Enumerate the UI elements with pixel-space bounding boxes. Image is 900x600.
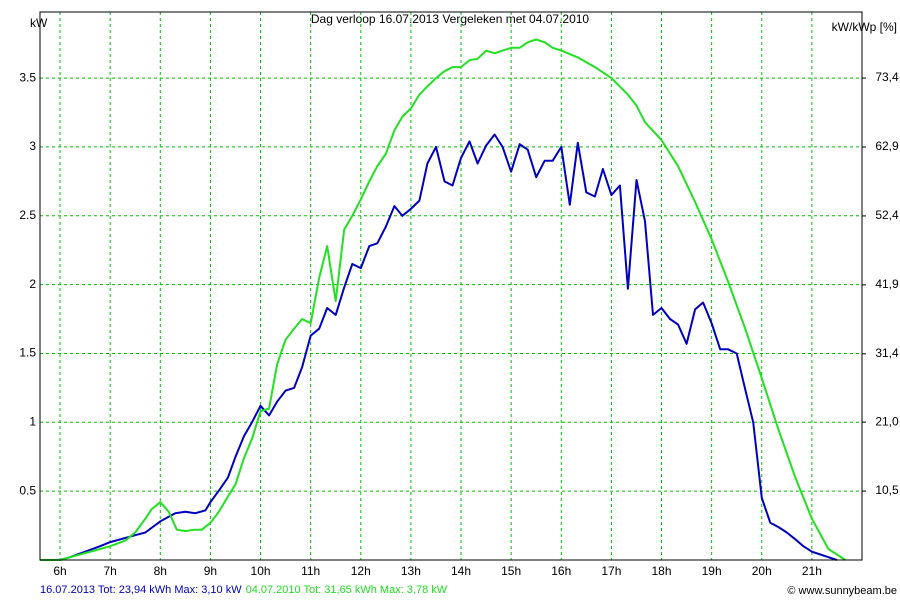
y2-axis-label: kW/kWp [%] <box>832 20 897 34</box>
y-tick-label: 1.5 <box>19 346 36 360</box>
y-axis-label: kW <box>30 16 48 30</box>
plot-frame <box>39 11 863 561</box>
x-tick-label: 9h <box>204 564 217 578</box>
y2-tick-label: 62,9 <box>875 139 899 153</box>
y-tick-label: 2.5 <box>19 208 36 222</box>
x-tick-label: 17h <box>601 564 621 578</box>
series-line <box>40 38 847 561</box>
x-tick-label: 10h <box>251 564 271 578</box>
y-tick-label: 3.5 <box>19 70 36 84</box>
legend-entry: 16.07.2013 Tot: 23,94 kWh Max: 3,10 kW <box>40 584 242 596</box>
x-tick-label: 18h <box>651 564 671 578</box>
x-tick-label: 7h <box>103 564 116 578</box>
y-tick-label: 0.5 <box>19 483 36 497</box>
x-tick-label: 8h <box>154 564 167 578</box>
x-tick-label: 14h <box>451 564 471 578</box>
y2-tick-label: 52,4 <box>875 208 899 222</box>
x-tick-label: 16h <box>551 564 571 578</box>
chart-title: Dag verloop 16.07.2013 Vergeleken met 04… <box>311 12 590 26</box>
series-line <box>40 133 838 561</box>
x-tick-label: 11h <box>301 564 320 578</box>
x-tick-label: 19h <box>702 564 722 578</box>
y-tick-label: 1 <box>29 414 36 428</box>
x-tick-label: 6h <box>53 564 66 578</box>
y2-tick-label: 73,4 <box>875 70 899 84</box>
y2-tick-label: 10,5 <box>875 483 899 497</box>
footer: © www.sunnybeam.be <box>787 585 897 597</box>
y2-tick-label: 21,0 <box>875 414 899 428</box>
legend-entry: 04.07.2010 Tot: 31,65 kWh Max: 3,78 kW <box>246 584 448 596</box>
x-tick-label: 21h <box>802 564 822 578</box>
x-tick-label: 15h <box>501 564 521 578</box>
y-tick-label: 2 <box>29 277 36 291</box>
y-tick-label: 3 <box>29 139 36 153</box>
y2-tick-label: 31,4 <box>875 346 899 360</box>
x-tick-label: 13h <box>401 564 421 578</box>
x-tick-label: 20h <box>752 564 772 578</box>
y2-tick-label: 41,9 <box>875 277 899 291</box>
x-tick-label: 12h <box>351 564 371 578</box>
